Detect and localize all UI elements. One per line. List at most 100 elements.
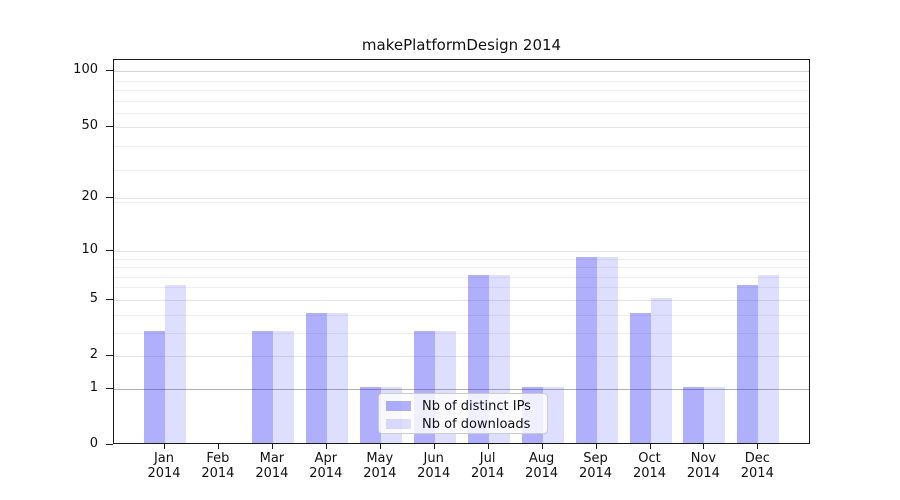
y-tick-label: 20 [81,189,98,205]
x-label-month: Feb [206,451,230,466]
x-tick-label: May 2014 [350,451,410,481]
x-tick [541,444,543,449]
y-tick [106,197,113,199]
x-tick-label: Nov 2014 [673,451,733,481]
gridline [114,267,809,268]
bar-downloads-mar [272,330,294,443]
gridline [114,198,809,200]
x-tick-label: Mar 2014 [242,451,302,481]
bar-distinct-ips-nov [683,386,705,443]
x-label-month: Jan [153,451,175,466]
bar-distinct-ips-apr [305,312,327,443]
legend-row-distinct-ips: Nb of distinct IPs [386,398,547,414]
gridline [114,356,809,357]
bar-downloads-apr [326,312,348,443]
gridline [114,90,809,92]
x-label-month: Nov [690,451,717,466]
bar-downloads-jan [165,285,186,443]
y-tick-label: 0 [89,436,98,451]
x-tick-label: Aug 2014 [512,451,572,481]
x-label-year: 2014 [363,466,397,481]
gridline [114,202,809,204]
x-label-year: 2014 [471,466,505,481]
x-tick-label: Feb 2014 [188,451,248,481]
y-tick-label: 100 [73,62,98,78]
bar-distinct-ips-may [359,386,381,443]
legend: Nb of distinct IPs Nb of downloads [378,393,548,434]
x-tick [325,444,327,449]
y-tick [106,444,113,445]
x-label-month: Oct [638,451,661,466]
x-label-year: 2014 [632,466,667,481]
x-tick [433,444,435,449]
x-tick [595,444,597,449]
x-tick-label: Jan 2014 [134,451,194,481]
x-label-month: Aug [528,451,555,466]
y-tick [106,70,113,72]
bars-layer [114,60,809,443]
gridline [114,287,809,289]
gridline [114,276,809,278]
bar-distinct-ips-mar [251,330,273,443]
x-label-year: 2014 [147,466,181,481]
legend-row-downloads: Nb of downloads [386,416,547,432]
y-tick-label: 10 [81,241,98,257]
x-tick [757,444,759,449]
bar-downloads-dec [758,274,780,443]
legend-swatch-downloads-icon [386,419,411,429]
x-tick [379,444,381,449]
bar-downloads-sep [596,256,618,443]
bar-downloads-oct [650,297,672,443]
gridline [114,113,809,115]
gridline [114,80,809,82]
legend-label-distinct-ips: Nb of distinct IPs [422,398,531,414]
x-label-year: 2014 [201,466,235,481]
x-label-month: Dec [744,451,770,466]
x-label-month: May [366,451,394,466]
x-tick-label: Oct 2014 [620,451,680,481]
y-tick-label: 50 [81,117,98,133]
bar-downloads-nov [704,386,726,443]
plot-area: Nb of distinct IPs Nb of downloads [113,59,810,444]
gridline [114,258,809,260]
x-tick [649,444,651,449]
legend-label-downloads: Nb of downloads [422,416,531,432]
gridline [114,100,809,102]
x-tick [271,444,273,449]
x-tick [217,444,219,449]
bar-distinct-ips-jan [144,330,165,443]
x-tick-label: Apr 2014 [296,451,356,481]
gridline [114,299,809,301]
y-tick [106,125,113,127]
gridline [114,250,809,252]
y-tick-label: 5 [89,290,98,306]
y-tick-label: 1 [89,379,98,395]
gridlines-layer [114,60,809,443]
x-tick-label: Jun 2014 [404,451,464,481]
gridline [114,126,809,128]
x-label-month: Apr [314,451,338,466]
x-label-year: 2014 [525,466,559,481]
x-tick [703,444,705,449]
bar-distinct-ips-dec [737,285,759,443]
legend-swatch-distinct-ips-icon [386,401,411,411]
x-label-year: 2014 [417,466,451,481]
y-tick-label: 2 [89,347,98,362]
x-label-year: 2014 [309,466,343,481]
gridline [114,169,809,171]
x-tick-label: Sep 2014 [566,451,626,481]
gridline [114,314,809,316]
y-tick [106,249,113,251]
x-label-year: 2014 [686,466,720,481]
y-tick [106,355,113,356]
x-tick-label: Dec 2014 [727,451,787,481]
x-tick [164,444,165,449]
x-tick-label: Jul 2014 [458,451,518,481]
gridline [114,71,809,73]
gridline [114,146,809,148]
x-label-month: Jul [479,451,496,466]
chart-title: makePlatformDesign 2014 [361,36,562,54]
gridline [114,388,809,390]
x-label-month: Sep [583,451,608,466]
